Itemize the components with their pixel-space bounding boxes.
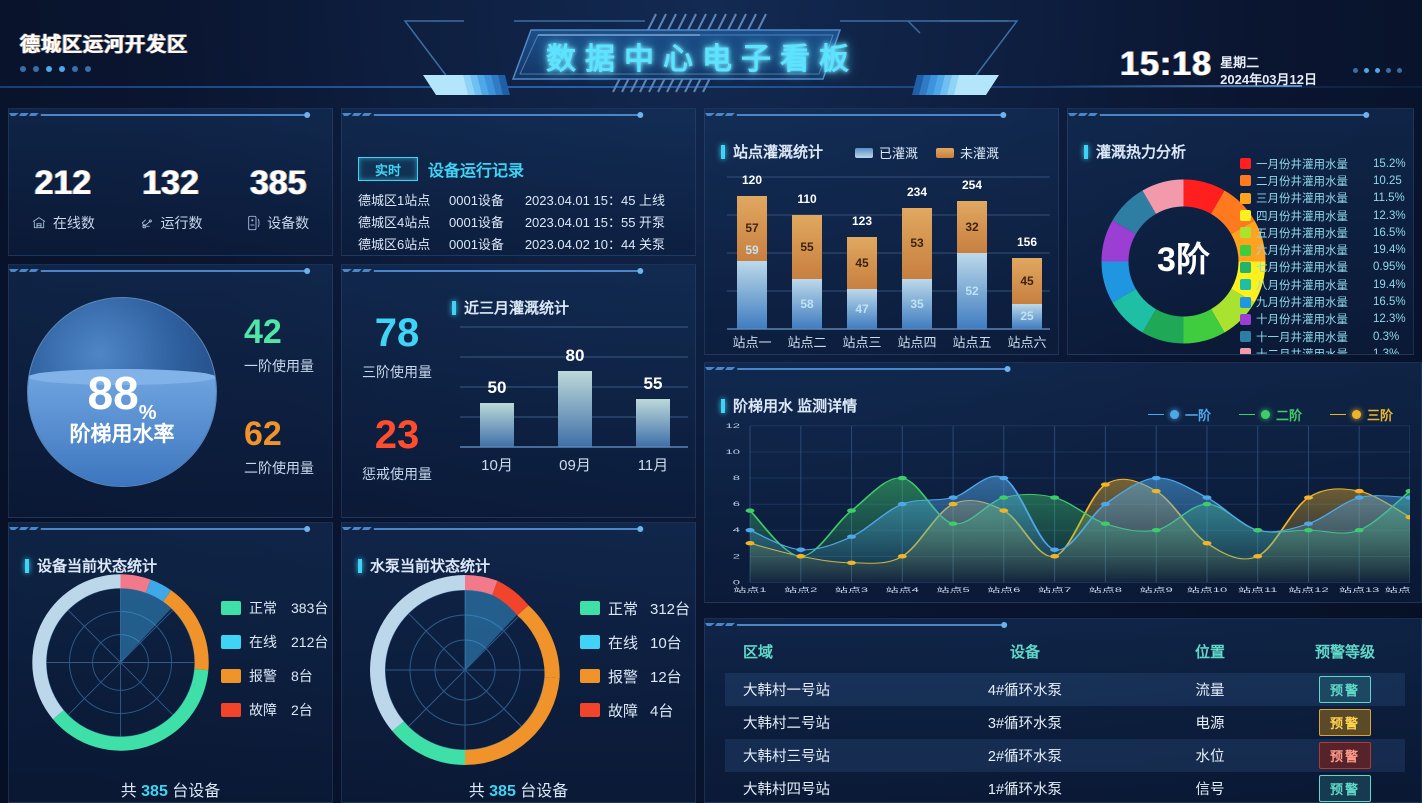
- svg-text:6: 6: [733, 501, 741, 508]
- svg-text:120: 120: [742, 173, 762, 187]
- svg-text:59: 59: [745, 243, 759, 257]
- svg-text:站点12: 站点12: [1288, 586, 1329, 594]
- svg-text:站点3: 站点3: [835, 586, 869, 594]
- svg-text:254: 254: [962, 178, 982, 192]
- svg-text:80: 80: [566, 346, 585, 365]
- svg-text:12: 12: [726, 423, 741, 430]
- svg-text:站点三: 站点三: [842, 335, 881, 350]
- svg-text:57: 57: [745, 221, 759, 235]
- svg-text:站点五: 站点五: [952, 335, 991, 350]
- svg-text:123: 123: [852, 214, 872, 228]
- svg-text:站点14: 站点14: [1385, 586, 1410, 594]
- svg-text:3阶: 3阶: [1157, 241, 1210, 279]
- svg-text:09月: 09月: [559, 457, 591, 474]
- svg-text:53: 53: [910, 236, 924, 250]
- svg-text:站点11: 站点11: [1238, 586, 1278, 594]
- svg-text:站点一: 站点一: [732, 335, 771, 350]
- svg-text:站点2: 站点2: [784, 586, 818, 594]
- svg-text:234: 234: [907, 185, 927, 199]
- svg-text:站点四: 站点四: [897, 335, 936, 350]
- svg-text:110: 110: [797, 192, 817, 206]
- svg-text:站点5: 站点5: [937, 586, 971, 594]
- svg-text:站点13: 站点13: [1339, 586, 1380, 594]
- svg-text:站点9: 站点9: [1140, 586, 1174, 594]
- svg-text:47: 47: [855, 302, 869, 316]
- svg-text:站点6: 站点6: [987, 586, 1021, 594]
- svg-text:站点8: 站点8: [1089, 586, 1123, 594]
- svg-text:0: 0: [733, 579, 741, 586]
- svg-text:8: 8: [733, 475, 741, 482]
- svg-text:55: 55: [644, 374, 663, 393]
- svg-text:站点10: 站点10: [1187, 586, 1228, 594]
- svg-text:50: 50: [488, 378, 507, 397]
- svg-text:32: 32: [965, 220, 979, 234]
- svg-text:站点4: 站点4: [886, 586, 920, 594]
- svg-text:11月: 11月: [638, 457, 669, 474]
- svg-text:25: 25: [1020, 309, 1034, 323]
- svg-text:10: 10: [726, 449, 741, 456]
- svg-text:52: 52: [965, 284, 979, 298]
- svg-text:站点7: 站点7: [1038, 586, 1072, 594]
- svg-text:2: 2: [733, 553, 741, 560]
- svg-text:45: 45: [855, 256, 869, 270]
- svg-text:10月: 10月: [481, 457, 513, 474]
- svg-text:55: 55: [800, 240, 814, 254]
- svg-text:58: 58: [800, 297, 814, 311]
- svg-text:4: 4: [733, 527, 741, 534]
- svg-text:站点二: 站点二: [787, 335, 826, 350]
- svg-text:45: 45: [1020, 274, 1034, 288]
- svg-text:156: 156: [1017, 235, 1037, 249]
- svg-text:35: 35: [910, 297, 924, 311]
- svg-text:站点六: 站点六: [1007, 335, 1046, 350]
- svg-text:站点1: 站点1: [733, 586, 767, 594]
